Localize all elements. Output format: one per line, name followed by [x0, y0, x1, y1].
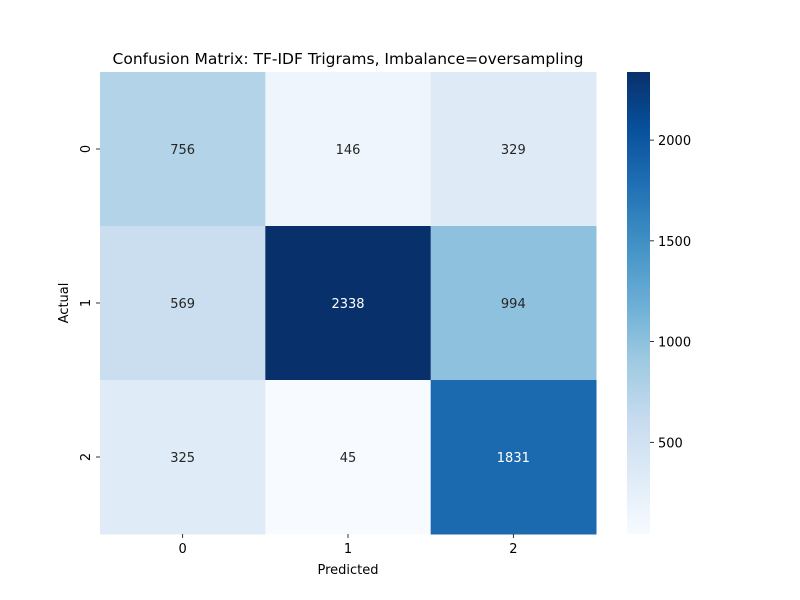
colorbar-tick-label-0: 500	[658, 436, 683, 451]
cell-value-2-1: 45	[340, 451, 357, 466]
heatmap-cells	[100, 72, 597, 535]
y-tick-label-1: 1	[79, 299, 94, 307]
y-axis: 0 1 2	[79, 145, 100, 461]
y-axis-label: Actual	[57, 283, 72, 324]
heatmap-cell-0-1	[265, 72, 432, 227]
x-tick-label-2: 2	[509, 542, 517, 557]
heatmap-cell-0-0	[100, 72, 266, 227]
cell-value-2-0: 325	[170, 451, 195, 466]
heatmap-cell-1-0	[100, 226, 266, 381]
cell-value-1-2: 994	[501, 297, 526, 312]
colorbar-ticks: 500 1000 1500 2000	[650, 134, 691, 451]
heatmap-cell-1-1	[265, 226, 432, 381]
colorbar	[627, 72, 650, 534]
y-tick-label-2: 2	[79, 453, 94, 461]
x-axis: 0 1 2	[179, 534, 517, 557]
x-tick-label-0: 0	[179, 542, 187, 557]
colorbar-tick-label-1: 1000	[658, 336, 691, 351]
heatmap-cell-1-2	[430, 226, 597, 381]
cell-value-2-2: 1831	[497, 451, 530, 466]
x-tick-label-1: 1	[344, 542, 352, 557]
x-axis-label: Predicted	[317, 563, 378, 578]
heatmap-cell-2-0	[100, 380, 266, 535]
cell-value-1-0: 569	[170, 297, 195, 312]
colorbar-tick-label-2: 1500	[658, 235, 691, 250]
y-tick-label-0: 0	[79, 145, 94, 153]
chart-title: Confusion Matrix: TF-IDF Trigrams, Imbal…	[113, 50, 584, 68]
heatmap-cell-2-2	[430, 380, 597, 535]
cell-value-1-1: 2338	[331, 297, 364, 312]
heatmap-cell-0-2	[430, 72, 597, 227]
heatmap-cell-2-1	[265, 380, 432, 535]
heatmap-cell-labels: 756 146 329 569 2338 994 325 45 1831	[170, 143, 530, 466]
cell-value-0-1: 146	[336, 143, 361, 158]
cell-value-0-0: 756	[170, 143, 195, 158]
cell-value-0-2: 329	[501, 143, 526, 158]
colorbar-tick-label-3: 2000	[658, 134, 691, 149]
